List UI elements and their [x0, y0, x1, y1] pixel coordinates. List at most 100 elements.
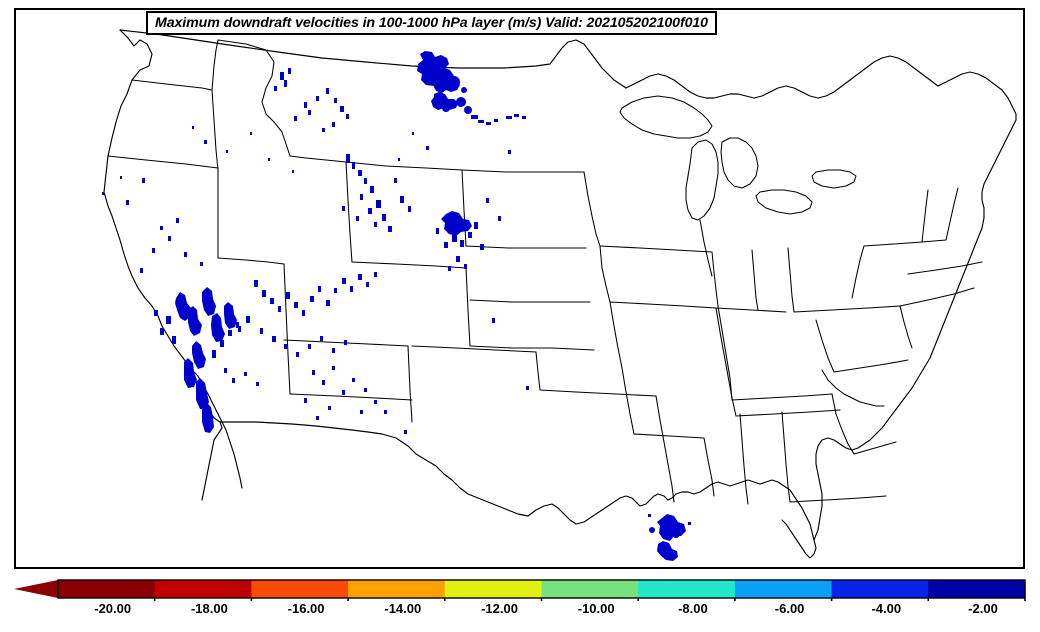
canada-border-west [119, 29, 627, 89]
or-ca-nv-border [107, 155, 219, 169]
colorbar-segment [734, 580, 833, 598]
wy-id-ut-east [345, 161, 353, 263]
mn-ia-border [599, 245, 713, 253]
mexico-border [219, 421, 529, 517]
colorbar-tick-label: -18.00 [190, 601, 228, 616]
il-in-oh-north [715, 307, 787, 313]
tn-ms-al-ga-border [735, 409, 841, 417]
nm-tx-border-v [407, 345, 413, 423]
wv-va-md-border [833, 359, 909, 373]
oh-in-border [787, 247, 795, 313]
colorbar-tick-label: -4.00 [871, 601, 902, 616]
ia-ne-border [599, 245, 611, 303]
nm-ok-tx-north [411, 345, 537, 353]
gulf-coast [527, 479, 817, 559]
colorbar-tick-label: -8.00 [678, 601, 708, 616]
id-mt-border [217, 39, 291, 157]
lake-huron [720, 137, 759, 189]
al-ga-border [781, 411, 791, 503]
vt-nh-border [921, 189, 929, 243]
nv-az-utah-line [283, 263, 291, 395]
state-boundaries [107, 39, 983, 505]
az-nm-south [289, 393, 413, 401]
colorbar-segment [831, 580, 929, 598]
colorbar-tick-label: -2.00 [968, 601, 998, 616]
lake-michigan [685, 139, 719, 221]
oh-pa-border [793, 305, 901, 313]
colorbar-min-arrow [14, 580, 58, 598]
nd-mn-border [461, 169, 585, 173]
conus-map-svg [102, 29, 1017, 561]
co-ks-border [465, 267, 471, 347]
ny-ct-ma-border [899, 287, 975, 307]
maine-canada-border [937, 71, 1017, 121]
nh-me-border [945, 187, 959, 241]
colorbar-tick-label: -14.00 [384, 601, 422, 616]
colorbar-segment [154, 580, 252, 598]
baja-east-coast [201, 383, 243, 489]
in-il-border [751, 249, 759, 311]
downdraft-data-layer [102, 51, 691, 561]
ky-tn-border [731, 393, 833, 401]
tx-la-border [655, 395, 675, 503]
colorbar-segment [928, 580, 1026, 598]
va-nc-border [821, 369, 885, 407]
colorbar-segments [14, 579, 1026, 601]
canada-border-lakes [625, 55, 939, 99]
coastline-outlines [103, 29, 1017, 559]
id-wy-border [289, 155, 347, 163]
colorbar-ticks [153, 598, 1026, 601]
ny-pa-border-v [851, 245, 865, 299]
colorbar-tick-label: -20.00 [94, 601, 132, 616]
wa-or-border [131, 79, 213, 91]
colorbar-segment [444, 580, 543, 598]
sc-nc-border [853, 441, 897, 455]
mt-wy-nd-border [345, 161, 463, 171]
mo-ks-border [609, 301, 623, 369]
map-title-text: Maximum downdraft velocities in 100-1000… [155, 15, 708, 31]
nc-sc-ga-border [831, 393, 855, 455]
ms-al-border [739, 413, 749, 505]
ia-mo-border [609, 301, 717, 309]
sd-ne-border [465, 245, 587, 249]
colorbar-segment [638, 580, 736, 598]
colorbar-segment [348, 580, 446, 598]
nv-ut-south [217, 257, 285, 265]
map-panel [14, 8, 1025, 569]
wv-oh-border [815, 319, 835, 373]
ar-ok-border [621, 367, 635, 435]
lake-superior [619, 95, 713, 139]
lake-ontario [811, 169, 857, 189]
pa-nj-border [899, 305, 913, 349]
il-mo-border [715, 307, 737, 417]
wa-id-border [211, 39, 219, 91]
ne-ks-border [469, 299, 591, 303]
great-lakes-outlines [619, 95, 857, 221]
il-ky-border [717, 305, 733, 401]
colorbar-tick-label: -16.00 [287, 601, 325, 616]
colorbar-tick-labels: -20.00 -18.00 -16.00 -14.00 -12.00 -10.00 -8.0… [0, 601, 1040, 625]
colorbar-segment [251, 580, 349, 598]
map-title-box: Maximum downdraft velocities in 100-1000… [146, 11, 717, 35]
or-id-border [211, 89, 219, 171]
ok-tx-border [535, 351, 657, 397]
colorbar-tick-label: -6.00 [774, 601, 805, 616]
colorbar-tick-label: -10.00 [577, 601, 615, 616]
ms-la-border [703, 437, 715, 497]
colorbar-segment [541, 580, 639, 598]
mn-sd-border [583, 171, 601, 247]
colorbar-segment [58, 580, 156, 598]
ks-ok-border [469, 345, 595, 351]
fl-ga-al-border [789, 495, 887, 503]
ar-la-border [633, 433, 705, 439]
nd-sd-border-v [461, 169, 467, 247]
colorbar-svg [14, 579, 1026, 601]
wi-mi-border [699, 219, 713, 277]
ny-vt-border [863, 239, 947, 247]
colorbar-tick-label: -12.00 [481, 601, 518, 616]
ma-ny-border [907, 261, 983, 275]
atlantic-coast [813, 119, 1017, 541]
colorbar: -20.00 -18.00 -16.00 -14.00 -12.00 -10.00 -8.0… [0, 575, 1040, 632]
wi-ia-il-border [711, 251, 719, 307]
